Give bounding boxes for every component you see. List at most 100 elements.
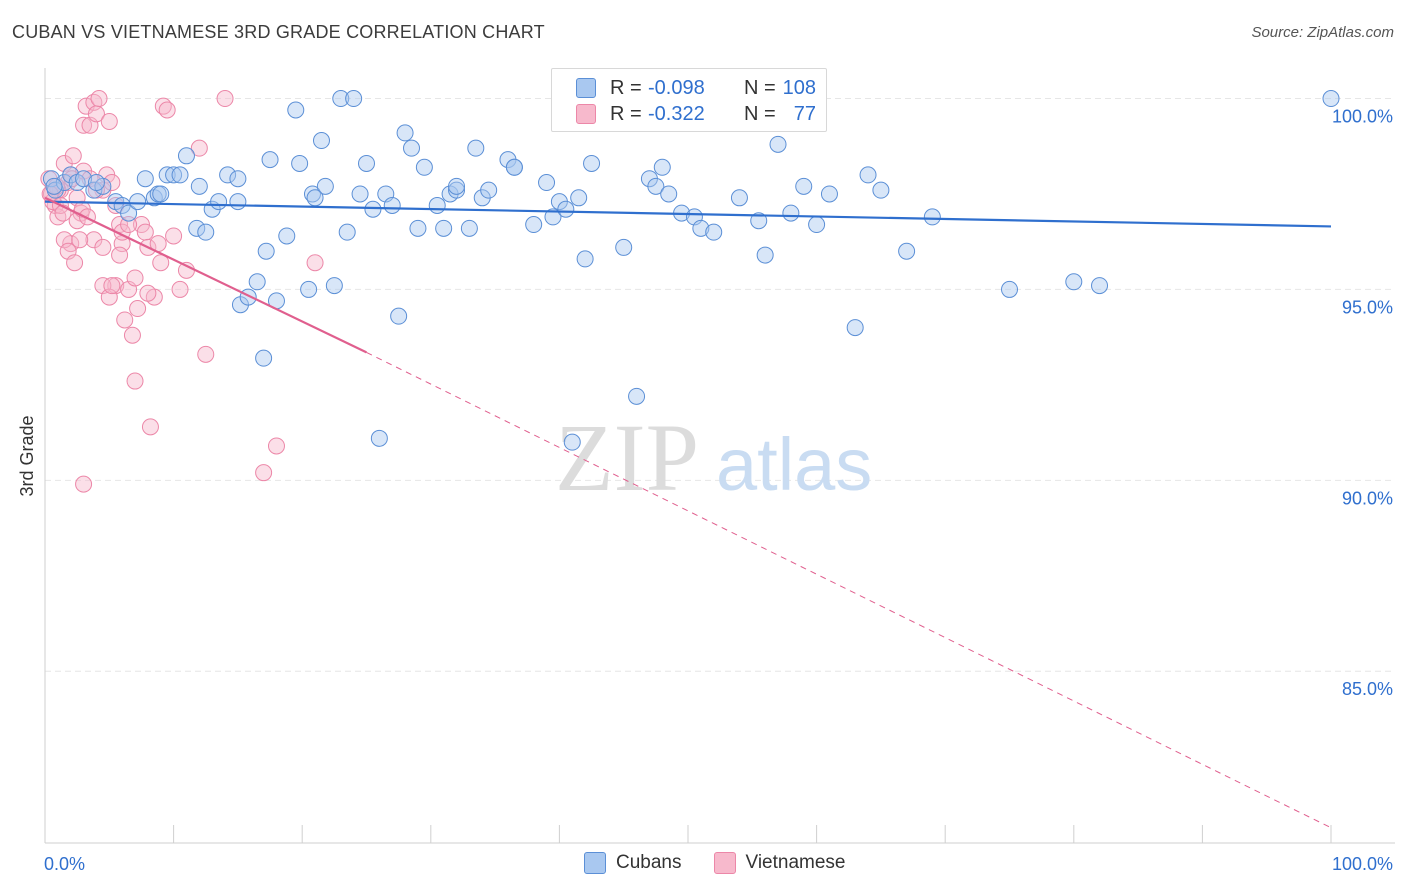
cubans-point [846, 319, 864, 337]
vietnamese-point [306, 254, 324, 272]
cubans-point [898, 242, 916, 260]
cubans-legend-swatch [584, 852, 606, 874]
vietnamese-point [78, 208, 96, 226]
axes [44, 68, 1395, 844]
cubans-points [42, 90, 1340, 451]
vietnamese-point [126, 372, 144, 390]
cubans-point [229, 193, 247, 211]
vietnamese-point [158, 101, 176, 119]
cubans-point [872, 181, 890, 199]
vietnamese-point [171, 280, 189, 298]
cubans-point [544, 208, 562, 226]
cubans-point [628, 387, 646, 405]
grid-lines [45, 98, 1395, 672]
cubans-point [338, 223, 356, 241]
cubans-point [257, 242, 275, 260]
cubans-point [345, 90, 363, 108]
vietnamese-point [71, 231, 89, 249]
cubans-point [188, 219, 206, 237]
cubans-point [615, 238, 633, 256]
cubans-point [448, 177, 466, 195]
vietnamese-point [103, 174, 121, 192]
n-value: 77 [793, 102, 816, 125]
vietnamese-point [152, 254, 170, 272]
cubans-point [467, 139, 485, 157]
cubans-point [769, 135, 787, 153]
vietnamese-point [64, 147, 82, 165]
trend-lines [44, 196, 1332, 829]
legend-item-cubans[interactable]: Cubans [584, 852, 682, 874]
vietnamese-point [55, 231, 73, 249]
legend-item-vietnamese[interactable]: Vietnamese [713, 852, 846, 874]
cubans-point [152, 185, 170, 203]
cubans-point [219, 166, 237, 184]
series-legend: Cubans Vietnamese [584, 852, 878, 874]
y-tick-label: 95.0% [1342, 297, 1393, 317]
cubans-point [415, 158, 433, 176]
cubans-point [390, 307, 408, 325]
cubans-point [409, 219, 427, 237]
watermark-zip: ZIP [555, 404, 699, 511]
cubans-point [428, 196, 446, 214]
tick-labels: 100.0% 95.0% 90.0% 85.0% 0.0% 100.0% [44, 107, 1393, 874]
cubans-point [45, 177, 63, 195]
cubans-point [190, 177, 208, 195]
vietnamese-point [136, 223, 154, 241]
cubans-point [403, 139, 421, 157]
cubans-point [460, 219, 478, 237]
cubans-point [210, 193, 228, 211]
cubans-point [229, 170, 247, 188]
cubans-point [358, 154, 375, 172]
cubans-point [820, 185, 838, 203]
vietnamese-point [141, 418, 159, 436]
cubans-point [278, 227, 296, 245]
cubans-point [583, 154, 601, 172]
cubans-point [255, 349, 273, 367]
vietnamese-point [255, 464, 273, 482]
source-label: Source: ZipAtlas.com [1251, 24, 1394, 41]
cubans-point [563, 433, 581, 451]
vietnamese-point [107, 196, 125, 214]
chart-title: CUBAN VS VIETNAMESE 3RD GRADE CORRELATIO… [12, 22, 545, 42]
cubans-point [316, 177, 334, 195]
cubans-point [525, 216, 543, 234]
cubans-point [557, 200, 575, 218]
vietnamese-point [75, 475, 93, 493]
vietnamese-point [116, 311, 134, 329]
cubans-point [287, 101, 305, 119]
vietnamese-legend-swatch [713, 852, 736, 874]
cubans-point [396, 124, 414, 142]
cubans-point [306, 189, 324, 207]
r-label: R = [610, 76, 642, 99]
y-tick-label: 100.0% [1332, 107, 1393, 127]
cubans-point [120, 204, 138, 222]
cubans-point [364, 200, 382, 218]
vietnamese-point [123, 326, 141, 344]
vietnamese-trend-extension [366, 351, 1332, 829]
cubans-point [570, 189, 588, 207]
n-label: N = [744, 102, 776, 125]
cubans-point [351, 185, 369, 203]
cubans-point [291, 154, 309, 172]
y-axis-label: 3rd Grade [17, 415, 37, 496]
vietnamese-trend-line [44, 196, 367, 354]
cubans-point [325, 277, 343, 295]
cubans-point [660, 185, 678, 203]
vietnamese-point [103, 277, 121, 295]
cubans-point [692, 219, 710, 237]
cubans-point [197, 223, 215, 241]
vietnamese-point [139, 284, 157, 302]
vietnamese-point [129, 300, 147, 318]
cubans-point [261, 151, 279, 169]
x-tick-label-right: 100.0% [1332, 854, 1393, 874]
cubans-point [808, 216, 826, 234]
cubans-point [923, 208, 941, 226]
vietnamese-swatch [576, 104, 596, 124]
vietnamese-legend-label: Vietnamese [745, 852, 846, 873]
vietnamese-point [111, 246, 129, 264]
legend-row-cubans: R = -0.098 N = 108 [576, 76, 816, 100]
cubans-point [730, 189, 748, 207]
cubans-trend-line [44, 200, 1332, 228]
cubans-point [383, 196, 401, 214]
